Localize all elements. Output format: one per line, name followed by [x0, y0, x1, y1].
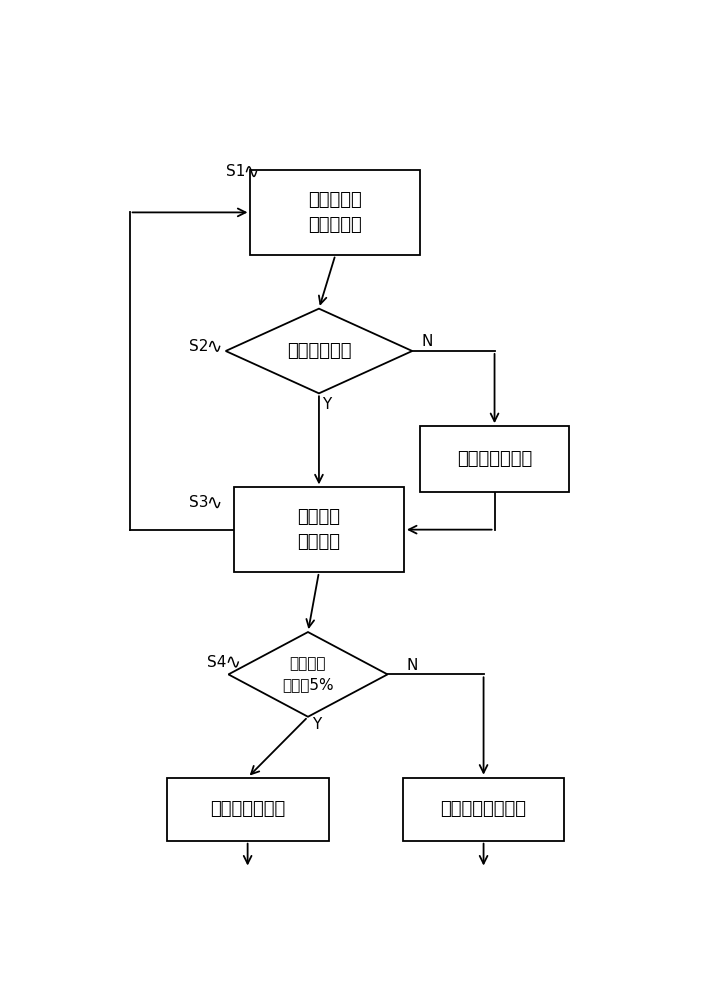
Text: S1: S1	[226, 164, 245, 179]
Polygon shape	[226, 309, 412, 393]
Text: 实时检测
电机转速: 实时检测 电机转速	[297, 508, 341, 551]
Text: S2: S2	[189, 339, 208, 354]
Text: Y: Y	[312, 717, 321, 732]
Bar	[251, 170, 421, 255]
Text: 小于额定
转速的5%: 小于额定 转速的5%	[282, 656, 333, 692]
Bar	[234, 487, 404, 572]
Text: 实时检测电
机运行状态: 实时检测电 机运行状态	[309, 191, 362, 234]
Text: 切换备三角形连接: 切换备三角形连接	[440, 800, 527, 818]
Text: S3: S3	[188, 495, 208, 510]
Text: 运行状态正常: 运行状态正常	[287, 342, 351, 360]
Polygon shape	[229, 632, 387, 717]
Text: N: N	[406, 658, 418, 673]
Bar	[166, 778, 329, 841]
Text: Y: Y	[323, 397, 332, 412]
Text: S4: S4	[207, 655, 227, 670]
Text: N: N	[422, 334, 433, 349]
Bar	[421, 426, 569, 492]
Text: 切换备绕组模块: 切换备绕组模块	[457, 450, 532, 468]
Bar	[403, 778, 564, 841]
Text: 切换备星形连接: 切换备星形连接	[210, 800, 285, 818]
